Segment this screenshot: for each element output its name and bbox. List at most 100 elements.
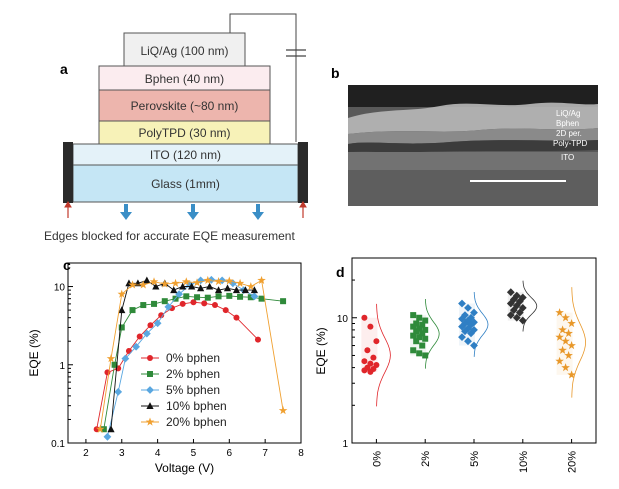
layer-perovskite-label: Perovskite (~80 nm)	[131, 99, 239, 113]
data-point	[183, 293, 190, 300]
layer-glass-label: Glass (1mm)	[151, 177, 220, 191]
sem-ito-layer	[348, 152, 598, 170]
data-point	[506, 288, 515, 297]
sem-label: 2D per.	[556, 129, 582, 138]
layer-liq-label: LiQ/Ag (100 nm)	[140, 44, 228, 58]
x-tick-label: 2%	[420, 451, 432, 467]
data-point	[182, 277, 191, 286]
legend-marker	[146, 402, 154, 409]
edge-blocker-left	[63, 142, 73, 203]
data-point	[257, 275, 266, 284]
x-tick-label: 3	[119, 448, 125, 459]
data-point	[367, 368, 374, 375]
data-point	[241, 286, 250, 294]
data-point	[164, 302, 173, 311]
data-point	[422, 335, 429, 342]
data-point	[125, 347, 132, 354]
device-stack: LiQ/Ag (100 nm) Bphen (40 nm) Perovskite…	[44, 13, 308, 243]
y-tick-label: 10	[337, 314, 349, 325]
sem-image: LiQ/Ag Bphen 2D per. Poly-TPD ITO	[348, 85, 598, 206]
data-point	[140, 302, 147, 309]
data-point	[211, 302, 218, 309]
data-point	[203, 275, 213, 284]
data-point	[223, 284, 232, 292]
data-point	[413, 338, 420, 345]
data-point	[413, 328, 420, 335]
legend-label: 2% bphen	[166, 367, 220, 381]
data-point	[567, 319, 576, 328]
eqe-voltage-chart: 2 3 4 5 6 7 8 0.1 1 10 0% bphen 2% bphen 5% bphen 10…	[27, 262, 304, 475]
edge-arrows	[64, 201, 307, 218]
layer-bphen-label: Bphen (40 nm)	[145, 72, 224, 86]
data-point	[143, 276, 151, 284]
data-point	[151, 300, 158, 307]
data-point	[470, 325, 478, 334]
data-point	[364, 347, 371, 354]
data-point	[561, 336, 570, 345]
data-point	[153, 319, 162, 328]
data-point	[367, 323, 374, 330]
data-point	[170, 286, 178, 294]
data-point	[464, 337, 472, 346]
data-point	[196, 276, 205, 285]
data-point	[201, 300, 208, 307]
data-point	[458, 299, 466, 308]
legend-label: 0% bphen	[166, 351, 220, 365]
data-point	[370, 354, 377, 361]
data-point	[226, 292, 233, 299]
data-point	[194, 294, 201, 301]
data-point	[214, 286, 223, 294]
data-point	[567, 341, 576, 350]
sem-label: ITO	[561, 153, 574, 162]
data-point	[258, 295, 265, 302]
data-point	[567, 370, 576, 379]
layer-ito-label: ITO (120 nm)	[150, 148, 221, 162]
data-point	[410, 323, 417, 330]
data-point	[117, 289, 126, 298]
layer-glass	[72, 164, 299, 203]
x-tick-label: 5%	[469, 451, 481, 467]
sem-labels: LiQ/Ag Bphen 2D per. Poly-TPD ITO	[553, 109, 587, 162]
distribution-box	[556, 312, 573, 375]
data-point	[118, 324, 125, 331]
legend-marker	[147, 371, 153, 377]
data-point	[461, 327, 469, 336]
data-point	[121, 354, 130, 363]
distribution-curve	[522, 280, 538, 332]
panel-label-c: c	[63, 257, 71, 273]
y-tick-label: 1	[342, 439, 348, 450]
data-point	[361, 314, 368, 321]
chart-d-series	[361, 280, 587, 407]
x-tick-label: 10%	[518, 451, 530, 473]
data-point	[149, 277, 159, 286]
data-point	[147, 322, 154, 329]
edge-blocker-right	[298, 142, 308, 203]
data-point	[413, 320, 420, 327]
layer-bphen	[98, 65, 271, 91]
x-tick-label: 20%	[567, 451, 579, 473]
distribution-curve	[376, 303, 391, 407]
edge-arrow-icon	[299, 201, 307, 218]
data-point	[225, 276, 234, 285]
x-tick-label: 8	[298, 448, 304, 459]
data-point	[467, 313, 475, 322]
sem-organic-layer	[348, 128, 598, 144]
x-tick-label: 6	[227, 448, 233, 459]
panel-label-d: d	[336, 264, 345, 280]
data-point	[171, 278, 180, 287]
data-point	[515, 308, 524, 317]
data-point	[278, 406, 288, 415]
data-point	[555, 356, 564, 365]
data-point	[410, 312, 417, 319]
legend-label: 5% bphen	[166, 383, 220, 397]
light-arrow-icon	[252, 204, 264, 220]
data-point	[506, 299, 515, 308]
data-point	[410, 347, 417, 354]
data-point	[361, 367, 368, 374]
data-point	[373, 338, 380, 345]
data-point	[132, 342, 141, 351]
data-point	[416, 334, 423, 341]
data-point	[136, 333, 143, 340]
data-point	[214, 277, 223, 286]
